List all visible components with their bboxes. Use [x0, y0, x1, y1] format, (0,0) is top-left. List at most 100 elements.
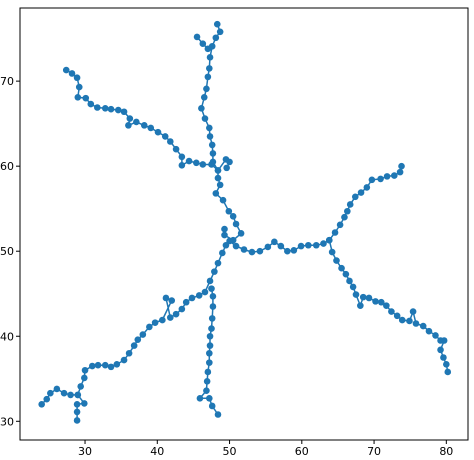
point	[201, 288, 209, 296]
point	[81, 366, 89, 374]
point	[212, 190, 220, 197]
point	[200, 93, 208, 101]
point	[185, 157, 193, 165]
point	[81, 374, 88, 382]
point	[383, 173, 391, 180]
point	[336, 221, 344, 229]
point	[208, 402, 216, 410]
point	[333, 257, 340, 264]
point	[125, 349, 133, 357]
point	[396, 168, 404, 176]
point	[166, 314, 174, 321]
point	[305, 241, 312, 249]
point	[226, 158, 233, 166]
point	[214, 174, 222, 182]
series-line	[200, 23, 243, 242]
point	[47, 389, 54, 397]
point	[331, 229, 339, 236]
point	[290, 247, 298, 254]
x-tick-label: 60	[295, 445, 309, 458]
point	[277, 242, 285, 250]
point	[43, 395, 51, 403]
point	[338, 264, 345, 272]
point	[271, 238, 278, 246]
point	[53, 385, 61, 393]
point	[223, 164, 230, 172]
point	[406, 317, 413, 325]
point	[73, 408, 81, 416]
series-line	[198, 288, 219, 415]
point	[437, 346, 444, 354]
point	[203, 85, 210, 93]
point	[73, 74, 81, 82]
point	[139, 331, 147, 338]
point	[325, 236, 333, 244]
point	[94, 361, 102, 369]
point	[346, 201, 354, 208]
point	[425, 327, 433, 335]
point	[359, 293, 367, 301]
point	[94, 104, 101, 111]
point	[352, 291, 360, 298]
point	[256, 247, 264, 255]
point	[341, 213, 348, 221]
point	[209, 303, 217, 310]
y-tick-label: 30	[0, 415, 14, 428]
point	[351, 193, 359, 201]
point	[443, 361, 450, 368]
point	[390, 172, 398, 179]
x-tick-label: 80	[439, 445, 453, 458]
point	[209, 150, 217, 157]
point	[208, 325, 215, 332]
point	[151, 319, 159, 326]
point	[126, 115, 134, 122]
point	[432, 332, 439, 339]
point	[225, 207, 233, 215]
point	[440, 354, 447, 361]
point	[120, 108, 128, 116]
point	[206, 395, 213, 402]
point	[193, 33, 201, 41]
point	[312, 241, 320, 249]
point	[237, 230, 245, 237]
point	[206, 349, 213, 357]
point	[81, 400, 88, 407]
point	[101, 361, 109, 369]
point	[147, 124, 155, 132]
point	[206, 359, 213, 366]
point	[182, 298, 190, 306]
point	[208, 141, 216, 149]
point	[120, 356, 128, 364]
point	[199, 40, 207, 48]
point	[214, 259, 222, 267]
point	[154, 128, 162, 136]
point	[412, 320, 420, 327]
point	[178, 162, 186, 169]
point	[419, 322, 427, 330]
point	[344, 207, 351, 215]
point	[107, 105, 115, 113]
point	[208, 161, 215, 168]
point	[216, 28, 224, 36]
point	[73, 400, 81, 408]
point	[232, 242, 240, 250]
point	[125, 122, 132, 129]
point	[168, 297, 176, 304]
point	[166, 138, 174, 145]
point	[140, 122, 148, 129]
point	[342, 270, 350, 278]
point	[222, 241, 230, 249]
point	[214, 167, 222, 174]
point	[297, 242, 305, 250]
point	[208, 42, 216, 50]
point	[209, 292, 217, 300]
x-tick-label: 50	[223, 445, 237, 458]
point	[60, 389, 68, 397]
y-tick-label: 60	[0, 160, 14, 173]
point	[214, 411, 222, 418]
point	[398, 162, 405, 170]
point	[38, 400, 45, 408]
point	[284, 247, 291, 255]
point	[206, 54, 214, 61]
plot-frame	[19, 7, 469, 441]
